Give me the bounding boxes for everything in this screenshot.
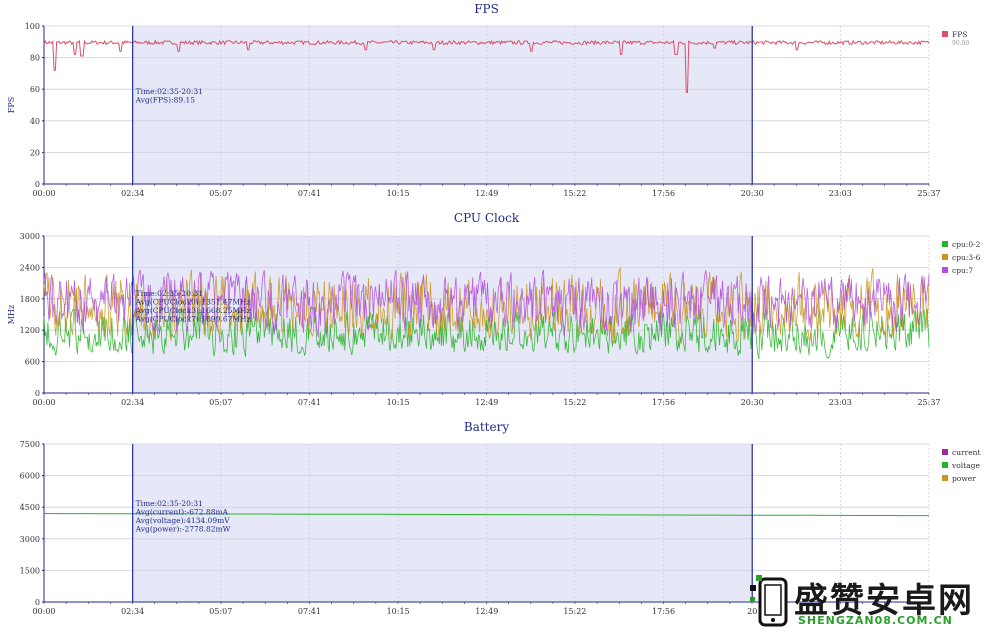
x-tick-label: 07:41 — [298, 398, 321, 407]
x-tick-label: 23:03 — [829, 189, 852, 198]
chart-title: Battery — [464, 420, 509, 434]
selection-summary-line: Avg(FPS):89.15 — [135, 96, 196, 105]
y-axis-label: MHz — [7, 305, 16, 324]
selection-summary-line: Avg(current):-672.88mA — [135, 508, 229, 517]
y-tick-label: 4500 — [20, 503, 40, 512]
x-tick-label: 17:56 — [652, 398, 675, 407]
y-axis-label: FPS — [7, 97, 16, 113]
legend-swatch — [942, 475, 948, 481]
series-line-cpu-3-6 — [43, 266, 930, 345]
x-tick-label: 00:00 — [32, 189, 55, 198]
y-tick-label: 2400 — [20, 263, 40, 272]
x-tick-label: 07:41 — [298, 607, 321, 616]
selection-summary-line: Avg(power):-2778.82mW — [135, 525, 231, 534]
series-line-cpu-7 — [43, 269, 930, 338]
x-tick-label: 15:22 — [563, 398, 586, 407]
y-tick-label: 80 — [30, 54, 40, 63]
y-tick-label: 0 — [35, 598, 40, 607]
selection-band — [132, 26, 753, 184]
x-tick-label: 05:07 — [209, 607, 232, 616]
y-tick-label: 1500 — [20, 566, 40, 575]
phone-logo-icon — [750, 575, 788, 627]
series-line-fps — [43, 39, 930, 93]
x-tick-label: 05:07 — [209, 189, 232, 198]
watermark-brand: 盛赞安卓网 — [794, 581, 974, 621]
chart-panel-0: FPS 0 20 40 60 80 100 00:00 02:34 05:07 07:41 10:15… — [7, 2, 969, 198]
x-tick-label: 00:00 — [32, 398, 55, 407]
x-tick-label: 05:07 — [209, 398, 232, 407]
selection-summary-line: Time:02:35-20:31 — [136, 87, 203, 96]
selection-band — [132, 236, 753, 393]
chart-panel-1: CPU Clock 0 600 1200 1800 2400 3000 00:00 02:34 0… — [7, 211, 981, 407]
y-tick-label: 6000 — [20, 472, 40, 481]
x-tick-label: 12:49 — [475, 398, 498, 407]
y-tick-label: 20 — [30, 148, 40, 157]
y-tick-label: 7500 — [20, 440, 40, 449]
y-tick-label: 0 — [35, 389, 40, 398]
x-tick-label: 00:00 — [32, 607, 55, 616]
x-tick-label: 25:37 — [917, 398, 940, 407]
selection-summary-line: Avg(CPUClock7):1899.67MHz — [135, 315, 251, 324]
y-tick-label: 600 — [25, 358, 40, 367]
x-tick-label: 15:22 — [563, 607, 586, 616]
x-tick-label: 12:49 — [475, 189, 498, 198]
legend-label: power — [952, 474, 976, 483]
selection-band — [132, 444, 753, 602]
x-tick-label: 02:34 — [121, 607, 144, 616]
watermark-domain: SHENGZAN08.COM.CN — [798, 614, 953, 627]
chart-panel-2: Battery 0 1500 3000 4500 6000 7500 00:00 02:34 05… — [20, 420, 981, 616]
x-tick-label: 07:41 — [298, 189, 321, 198]
legend-sublabel: 90.00 — [952, 40, 969, 47]
x-tick-label: 02:34 — [121, 398, 144, 407]
legend-label: voltage — [951, 461, 980, 470]
legend-swatch — [942, 241, 948, 247]
x-tick-label: 10:15 — [387, 189, 410, 198]
legend-label: current — [952, 448, 980, 457]
selection-summary-line: Time:02:35-20:31 — [136, 499, 203, 508]
x-tick-label: 15:22 — [563, 189, 586, 198]
series-line-voltage — [43, 513, 929, 517]
legend-swatch — [942, 462, 948, 468]
x-tick-label: 20:30 — [741, 398, 764, 407]
y-tick-label: 3000 — [20, 535, 40, 544]
chart-title: FPS — [474, 2, 499, 16]
legend-label: cpu:0-2 — [952, 240, 981, 249]
x-tick-label: 10:15 — [387, 607, 410, 616]
x-tick-label: 10:15 — [387, 398, 410, 407]
selection-summary-line: Avg(CPUClock0):1351.47MHz — [135, 298, 251, 307]
selection-summary-line: Avg(voltage):4134.09mV — [135, 516, 231, 525]
x-tick-label: 25:37 — [917, 189, 940, 198]
y-tick-label: 60 — [30, 85, 40, 94]
x-tick-label: 17:56 — [652, 607, 675, 616]
x-tick-label: 12:49 — [475, 607, 498, 616]
selection-summary-line: Avg(CPUClock3):1668.25MHz — [135, 306, 251, 315]
selection-summary-line: Time:02:35-20:31 — [136, 289, 203, 298]
x-tick-label: 17:56 — [652, 189, 675, 198]
legend-label: cpu:3-6 — [952, 253, 981, 262]
legend-swatch — [942, 254, 948, 260]
y-tick-label: 1800 — [20, 295, 40, 304]
legend-swatch — [942, 449, 948, 455]
x-tick-label: 20:30 — [741, 189, 764, 198]
x-tick-label: 20 — [747, 607, 757, 616]
y-tick-label: 1200 — [20, 326, 40, 335]
legend-label: cpu:7 — [952, 266, 973, 275]
y-tick-label: 40 — [30, 117, 40, 126]
x-tick-label: 23:03 — [829, 398, 852, 407]
y-tick-label: 3000 — [20, 232, 40, 241]
y-tick-label: 100 — [25, 22, 40, 31]
chart-title: CPU Clock — [454, 211, 520, 225]
x-tick-label: 02:34 — [121, 189, 144, 198]
legend-label: FPS — [952, 30, 967, 39]
watermark: 盛赞安卓网 SHENGZAN08.COM.CN — [748, 571, 998, 631]
series-line-cpu-0-2 — [43, 305, 930, 360]
legend-swatch — [942, 267, 948, 273]
legend-swatch — [942, 31, 948, 37]
y-tick-label: 0 — [35, 180, 40, 189]
